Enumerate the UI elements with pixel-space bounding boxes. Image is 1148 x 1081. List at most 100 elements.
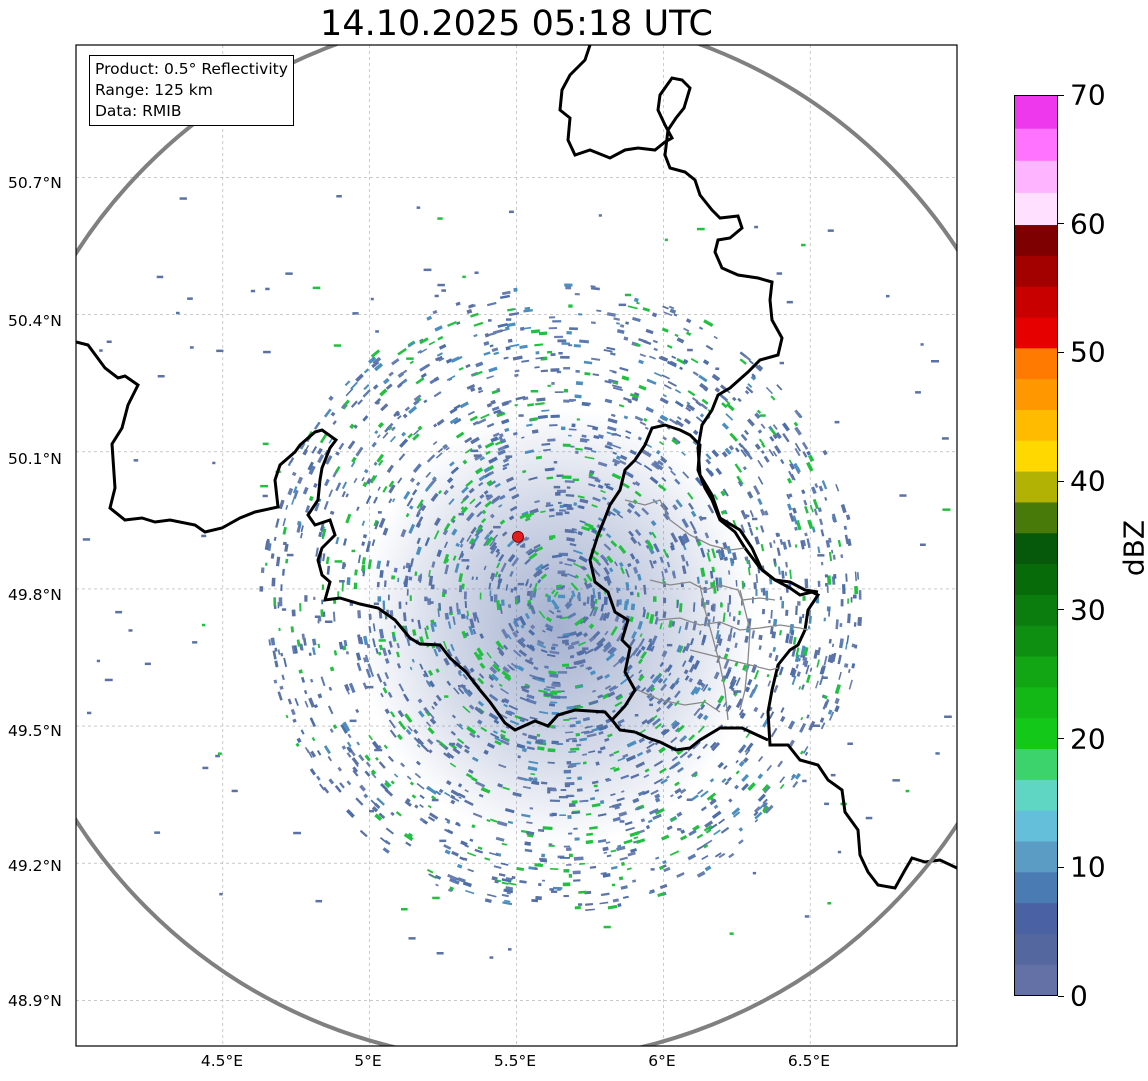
echo-pixel <box>350 461 356 468</box>
echo-pixel <box>368 625 372 633</box>
echo-pixel <box>634 585 638 590</box>
echo-pixel <box>535 351 540 355</box>
echo-pixel <box>744 556 749 561</box>
colorbar-segment <box>1015 316 1057 349</box>
echo-pixel <box>524 558 531 565</box>
echo-pixel <box>645 406 654 414</box>
echo-pixel <box>568 428 577 431</box>
echo-pixel <box>766 673 770 678</box>
echo-pixel <box>355 373 364 383</box>
echo-pixel <box>593 784 598 788</box>
echo-pixel <box>478 793 484 798</box>
echo-pixel <box>463 857 468 862</box>
echo-pixel <box>361 557 366 565</box>
echo-pixel <box>614 561 618 567</box>
echo-pixel <box>307 461 314 471</box>
echo-pixel <box>433 621 437 628</box>
echo-pixel <box>483 565 487 571</box>
echo-pixel <box>551 690 561 694</box>
echo-pixel <box>768 711 775 720</box>
echo-pixel <box>551 382 555 385</box>
echo-pixel <box>568 644 574 649</box>
echo-pixel <box>484 533 491 541</box>
echo-pixel <box>694 476 704 487</box>
echo-pixel <box>376 673 383 683</box>
echo-pixel <box>507 338 513 343</box>
echo-pixel <box>363 368 370 374</box>
echo-pixel <box>382 687 388 694</box>
country-borders <box>76 45 957 890</box>
echo-pixel <box>419 348 428 354</box>
echo-pixel <box>659 414 669 422</box>
echo-pixel <box>512 791 522 798</box>
echo-pixel <box>582 647 589 650</box>
echo-pixel <box>493 594 498 603</box>
echo-pixel <box>466 383 476 390</box>
echo-pixel <box>497 783 503 788</box>
echo-pixel <box>576 788 583 792</box>
echo-pixel <box>662 436 667 441</box>
echo-pixel <box>489 572 496 580</box>
echo-pixel <box>589 670 596 676</box>
echo-pixel <box>455 431 465 439</box>
echo-pixel <box>397 709 405 718</box>
echo-pixel <box>674 333 679 338</box>
echo-pixel <box>755 588 758 596</box>
echo-pixel <box>735 759 739 764</box>
echo-pixel <box>497 411 503 414</box>
echo-pixel <box>546 686 556 689</box>
echo-pixel <box>618 811 628 817</box>
echo-pixel <box>398 369 408 377</box>
echo-pixel <box>409 666 413 671</box>
echo-pixel <box>405 797 411 804</box>
echo-pixel <box>701 517 707 520</box>
echo-pixel <box>787 720 796 730</box>
echo-pixel <box>757 459 764 468</box>
echo-pixel <box>605 533 612 539</box>
echo-pixel <box>920 343 924 346</box>
echo-pixel <box>598 731 604 735</box>
echo-pixel <box>699 630 702 635</box>
echo-pixel <box>424 484 432 493</box>
echo-pixel <box>563 769 572 774</box>
echo-pixel <box>471 756 479 763</box>
echo-pixel <box>449 461 455 467</box>
echo-pixel <box>478 474 486 482</box>
echo-pixel <box>565 493 575 497</box>
echo-pixel <box>476 647 484 657</box>
colorbar-tick-label: 50 <box>1070 335 1106 369</box>
echo-pixel <box>573 530 578 534</box>
echo-pixel <box>409 360 414 365</box>
echo-pixel <box>277 691 283 701</box>
echo-pixel <box>434 294 439 298</box>
echo-pixel <box>464 600 468 609</box>
echo-pixel <box>762 805 770 814</box>
echo-pixel <box>705 453 712 460</box>
echo-pixel <box>552 886 563 890</box>
echo-pixel <box>853 622 857 627</box>
echo-pixel <box>583 581 590 590</box>
echo-pixel <box>734 642 738 649</box>
echo-pixel <box>607 417 618 424</box>
echo-pixel <box>293 489 299 500</box>
echo-pixel <box>530 417 539 422</box>
echo-pixel <box>534 499 540 504</box>
echo-pixel <box>641 449 652 458</box>
echo-pixel <box>834 705 840 713</box>
echo-pixel <box>427 804 432 809</box>
echo-pixel <box>692 824 700 832</box>
echo-pixel <box>628 638 636 648</box>
echo-pixel <box>275 556 281 567</box>
echo-pixel <box>548 534 556 540</box>
echo-pixel <box>445 446 450 451</box>
echo-pixel <box>703 824 713 832</box>
echo-pixel <box>431 561 436 568</box>
echo-pixel <box>532 588 537 598</box>
echo-pixel <box>727 603 730 613</box>
echo-pixel <box>769 428 777 436</box>
echo-pixel <box>563 503 572 508</box>
echo-pixel <box>506 633 512 640</box>
echo-pixel <box>696 712 704 720</box>
echo-pixel <box>674 400 684 408</box>
echo-pixel <box>538 882 542 887</box>
